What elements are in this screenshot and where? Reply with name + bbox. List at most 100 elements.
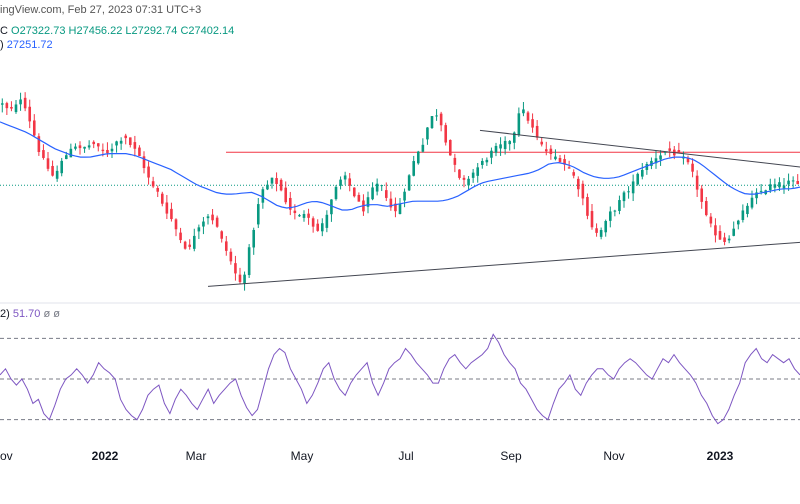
candle	[462, 175, 466, 188]
candle	[238, 267, 242, 285]
candle-body	[631, 181, 635, 194]
candle	[700, 185, 704, 209]
candle	[298, 213, 301, 217]
candle	[563, 154, 566, 171]
candle-body	[188, 244, 192, 247]
candle	[714, 218, 717, 243]
candle	[782, 177, 786, 194]
candle-body	[426, 127, 429, 140]
candle	[28, 99, 32, 129]
candle-body	[439, 113, 443, 126]
candle-body	[759, 190, 763, 192]
candle	[357, 192, 361, 202]
candle-body	[261, 189, 265, 203]
candle	[485, 157, 489, 166]
candle-body	[206, 216, 210, 219]
candle-body	[220, 231, 224, 239]
candle-body	[28, 106, 32, 122]
candle	[275, 172, 278, 192]
candle-body	[119, 140, 123, 144]
candle	[499, 137, 502, 156]
candle-body	[645, 164, 649, 170]
rsi-label: 2)	[0, 308, 10, 320]
candle-body	[709, 216, 713, 224]
candle-body	[613, 210, 617, 212]
candle-body	[540, 141, 544, 145]
candle-body	[179, 232, 182, 241]
candle-body	[64, 155, 68, 160]
candle-body	[32, 120, 36, 136]
candle-body	[512, 132, 516, 143]
candle-body	[87, 145, 91, 148]
candle	[544, 141, 548, 156]
candle	[224, 235, 228, 256]
candle-body	[394, 203, 397, 212]
candle-body	[558, 157, 562, 162]
candle-body	[522, 109, 525, 114]
candle	[394, 197, 397, 218]
candle-body	[563, 159, 566, 165]
candle-body	[403, 191, 406, 201]
candle-body	[608, 211, 612, 221]
candle	[10, 101, 13, 112]
candle	[613, 209, 617, 217]
candle-body	[718, 231, 722, 240]
candle-body	[357, 194, 361, 202]
candle-body	[60, 160, 64, 174]
candle	[0, 98, 4, 113]
candle	[311, 216, 315, 233]
candle	[74, 143, 77, 151]
candle	[96, 143, 100, 152]
candle	[448, 139, 452, 156]
x-tick-label: Mar	[186, 449, 207, 463]
candle	[631, 174, 635, 202]
candle	[755, 188, 758, 205]
candle	[741, 204, 745, 223]
candle-body	[700, 188, 704, 202]
candle	[558, 155, 562, 163]
candle	[435, 109, 438, 121]
candle-body	[298, 215, 301, 217]
candle-body	[604, 220, 608, 233]
candle-body	[78, 145, 82, 149]
rsi-legend: 2) 51.70 ø ø	[0, 308, 60, 320]
candle	[704, 196, 708, 217]
candle	[622, 190, 626, 208]
chart-source-title: ingView.com, Feb 27, 2023 07:31 UTC+3	[0, 4, 201, 16]
candle	[183, 240, 187, 250]
candle-body	[416, 151, 420, 164]
candle	[320, 218, 324, 237]
candle	[727, 235, 731, 244]
candle	[215, 215, 219, 228]
candle	[384, 182, 388, 202]
candle	[467, 176, 470, 191]
candle-body	[444, 125, 448, 143]
candle	[106, 142, 109, 157]
candle-body	[421, 144, 425, 152]
candle	[627, 186, 630, 199]
candle	[476, 162, 480, 183]
x-tick-label: Sep	[500, 449, 522, 463]
open-value: O27322.73	[11, 25, 66, 37]
candle	[412, 155, 416, 177]
candle-body	[375, 183, 379, 192]
candle-body	[796, 180, 800, 185]
candle	[334, 185, 338, 201]
candle-body	[398, 203, 402, 214]
candle-body	[334, 186, 338, 200]
candle	[604, 219, 608, 237]
candle	[330, 199, 333, 222]
candle-body	[160, 193, 164, 204]
candle	[576, 176, 580, 197]
candle-body	[407, 175, 411, 191]
candle-body	[535, 125, 539, 138]
candle	[211, 209, 214, 225]
candle-body	[736, 220, 740, 225]
candle	[234, 255, 237, 281]
candle-body	[156, 188, 160, 192]
candle-body	[572, 172, 576, 176]
candle	[256, 198, 260, 229]
candle-body	[197, 227, 201, 232]
